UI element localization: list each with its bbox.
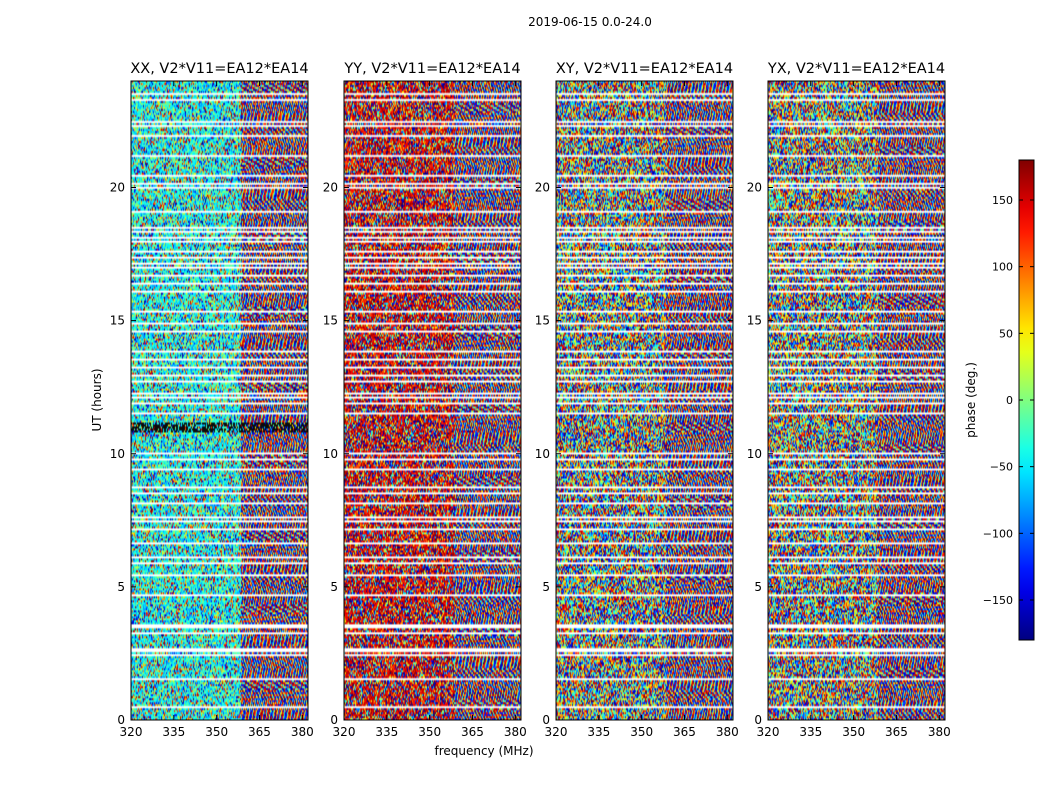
figure-suptitle: 2019-06-15 0.0-24.0: [528, 15, 652, 29]
x-tick-label: 380: [928, 725, 951, 739]
x-tick-label: 365: [461, 725, 484, 739]
colorbar-tick-label: 0: [1006, 394, 1013, 407]
y-tick-label: 5: [754, 580, 762, 594]
panel-xy: XY, V2*V11=EA12*EA14 320 335 350 365 380 0 5 10 1…: [535, 61, 739, 739]
y-tick-label: 15: [323, 314, 338, 328]
y-tick-label: 20: [747, 181, 762, 195]
panel-frame: [767, 80, 946, 721]
y-tick-label: 10: [323, 447, 338, 461]
x-tick-label: 380: [716, 725, 739, 739]
phase-heatmap-yy: [344, 81, 521, 720]
y-tick-label: 15: [747, 314, 762, 328]
x-tick-label: 320: [333, 725, 356, 739]
x-tick-label: 380: [291, 725, 314, 739]
phase-heatmap-yx: [768, 81, 945, 720]
panel-title: XY, V2*V11=EA12*EA14: [556, 61, 733, 77]
y-tick-label: 10: [535, 447, 550, 461]
y-tick-label: 5: [542, 580, 550, 594]
x-tick-label: 350: [205, 725, 228, 739]
y-tick-label: 5: [117, 580, 125, 594]
x-tick-label: 365: [248, 725, 271, 739]
y-tick-label: 0: [117, 713, 125, 727]
panels-group: XX, V2*V11=EA12*EA14 320 335 350 365 380 0 5 10 1…: [110, 61, 951, 739]
panel-frame: [130, 80, 309, 721]
y-tick-label: 20: [110, 181, 125, 195]
y-tick-label: 10: [110, 447, 125, 461]
panel-yx: YX, V2*V11=EA12*EA14 320 335 350 365 380 0 5 10 1…: [747, 61, 951, 739]
colorbar-tick-label: −150: [983, 594, 1013, 607]
panel-frame: [343, 80, 522, 721]
colorbar-tick-label: −50: [990, 461, 1013, 474]
y-tick-label: 15: [535, 314, 550, 328]
colorbar-tick-label: −100: [983, 527, 1013, 540]
panel-xx: XX, V2*V11=EA12*EA14 320 335 350 365 380 0 5 10 1…: [110, 61, 314, 739]
colorbar-tick-label: 100: [992, 261, 1013, 274]
colorbar: 150 100 50 0 −50 −100 −150: [983, 159, 1035, 641]
x-tick-label: 320: [757, 725, 780, 739]
y-tick-label: 10: [747, 447, 762, 461]
y-tick-label: 15: [110, 314, 125, 328]
x-tick-label: 365: [673, 725, 696, 739]
y-tick-label: 0: [754, 713, 762, 727]
y-tick-label: 0: [330, 713, 338, 727]
colorbar-tick-label: 150: [992, 194, 1013, 207]
phase-heatmap-xx: [131, 81, 308, 720]
y-tick-label: 5: [330, 580, 338, 594]
panel-title: XX, V2*V11=EA12*EA14: [130, 61, 308, 77]
x-tick-label: 335: [162, 725, 185, 739]
y-axis-label: UT (hours): [90, 368, 104, 431]
x-tick-label: 320: [545, 725, 568, 739]
panel-title: YX, V2*V11=EA12*EA14: [767, 61, 945, 77]
colorbar-label: phase (deg.): [964, 362, 978, 438]
panel-yy: YY, V2*V11=EA12*EA14 320 335 350 365 380 0 5 10 1…: [323, 61, 527, 739]
phase-heatmap-xy: [556, 81, 733, 720]
x-tick-label: 380: [504, 725, 527, 739]
x-tick-label: 320: [120, 725, 143, 739]
colorbar-tick-label: 50: [999, 327, 1013, 340]
x-axis-label: frequency (MHz): [434, 744, 533, 758]
x-tick-label: 335: [799, 725, 822, 739]
panel-frame: [555, 80, 734, 721]
y-tick-label: 20: [323, 181, 338, 195]
x-tick-label: 350: [630, 725, 653, 739]
x-tick-label: 335: [375, 725, 398, 739]
x-tick-label: 365: [885, 725, 908, 739]
x-tick-label: 335: [587, 725, 610, 739]
x-tick-label: 350: [418, 725, 441, 739]
y-tick-label: 0: [542, 713, 550, 727]
x-tick-label: 350: [842, 725, 865, 739]
panel-title: YY, V2*V11=EA12*EA14: [343, 61, 520, 77]
y-tick-label: 20: [535, 181, 550, 195]
